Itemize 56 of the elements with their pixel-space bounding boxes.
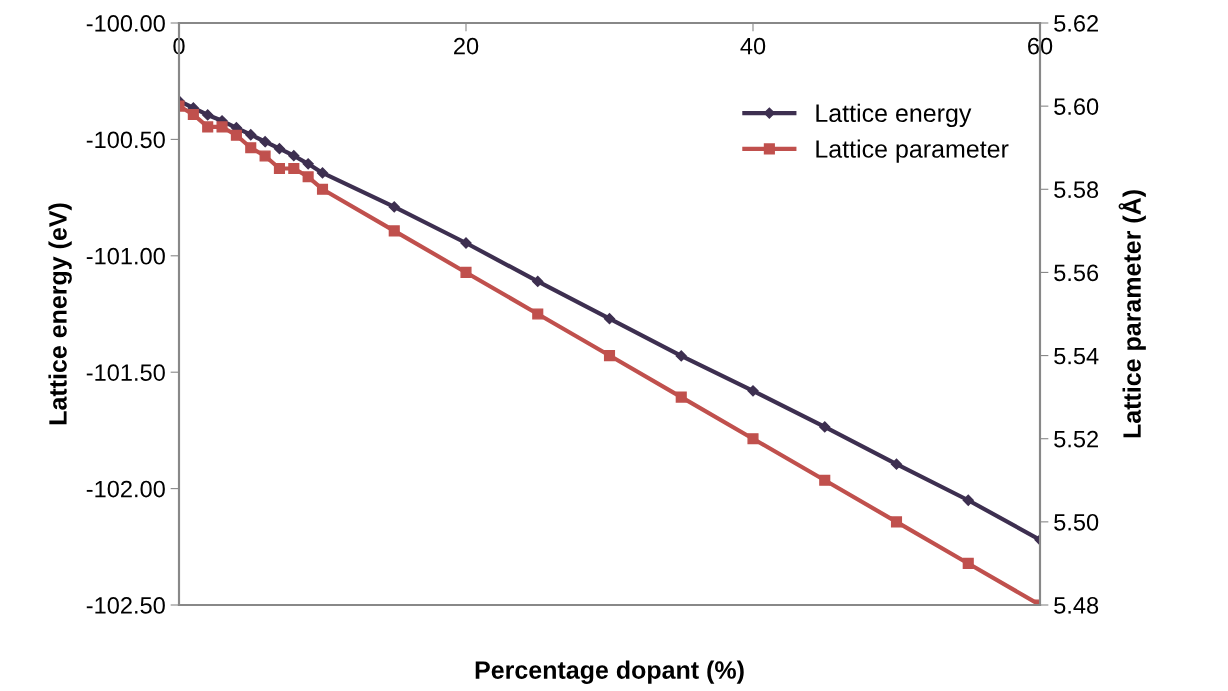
y2-tick-label: 5.50 xyxy=(1054,513,1099,531)
y2-tick-label: 5.62 xyxy=(1054,15,1098,32)
point xyxy=(302,171,314,183)
y-tick-label: -101.00 xyxy=(86,247,165,265)
point xyxy=(187,108,199,121)
y-tick-label: -102.00 xyxy=(86,480,165,498)
point xyxy=(245,129,257,141)
point xyxy=(890,516,903,528)
point xyxy=(259,150,271,162)
point xyxy=(819,474,831,486)
point xyxy=(962,557,974,569)
point xyxy=(245,142,257,154)
y2-tick-label: 5.60 xyxy=(1054,98,1099,115)
point xyxy=(273,143,286,155)
point xyxy=(316,183,329,195)
y-tick-label: -102.50 xyxy=(86,597,165,614)
point xyxy=(460,266,472,278)
y2-tick-label: 5.54 xyxy=(1054,347,1099,365)
legend-label: Lattice energy xyxy=(816,103,972,127)
point xyxy=(532,308,544,320)
y2-tick-label: 5.48 xyxy=(1054,597,1099,614)
x-tick-label: 40 xyxy=(740,37,766,55)
point xyxy=(288,162,300,175)
y-tick-label: -100.50 xyxy=(86,131,165,149)
point xyxy=(388,201,400,213)
point xyxy=(288,150,300,162)
y2-tick-label: 5.58 xyxy=(1054,181,1099,199)
y-axis-title: Lattice energy (eV) xyxy=(48,203,72,425)
y2-axis-title: Lattice parameter (Å) xyxy=(1118,190,1146,438)
point xyxy=(962,494,974,506)
y2-tick-label: 5.56 xyxy=(1054,264,1099,282)
legend-label: Lattice parameter xyxy=(816,139,1009,163)
point xyxy=(202,109,214,121)
point xyxy=(890,458,903,470)
point xyxy=(675,391,687,403)
x-tick-label: 60 xyxy=(1028,37,1053,55)
point xyxy=(202,121,214,133)
point xyxy=(316,167,329,179)
point xyxy=(747,385,759,397)
y-tick-label: -101.50 xyxy=(86,364,165,381)
point xyxy=(819,421,831,433)
point xyxy=(216,121,228,133)
point xyxy=(603,350,616,362)
x-axis-title: Percentage dopant (%) xyxy=(475,660,744,684)
point xyxy=(302,158,314,170)
point xyxy=(273,162,286,175)
point xyxy=(532,275,544,288)
y2-tick-label: 5.52 xyxy=(1054,430,1098,448)
point xyxy=(259,136,271,148)
point xyxy=(603,313,616,325)
point xyxy=(675,350,687,362)
y-tick-label: -100.00 xyxy=(86,15,165,32)
point xyxy=(388,225,400,237)
x-tick-label: 20 xyxy=(454,37,479,55)
point xyxy=(747,433,759,445)
point xyxy=(230,129,242,141)
